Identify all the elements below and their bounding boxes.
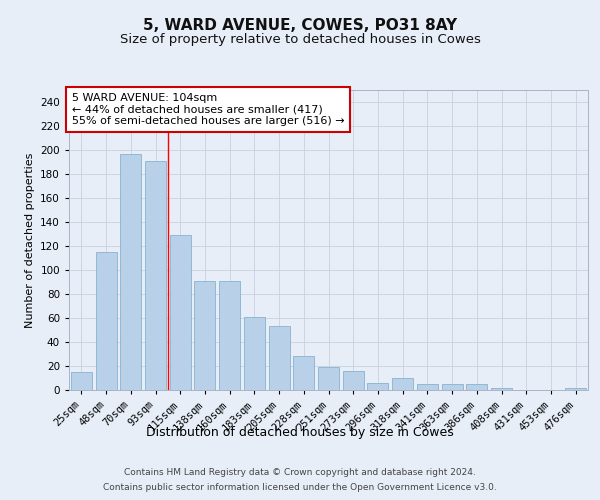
Bar [442, 384, 463, 390]
Text: 5, WARD AVENUE, COWES, PO31 8AY: 5, WARD AVENUE, COWES, PO31 8AY [143, 18, 457, 32]
Bar [269, 326, 290, 390]
Text: 5 WARD AVENUE: 104sqm
← 44% of detached houses are smaller (417)
55% of semi-det: 5 WARD AVENUE: 104sqm ← 44% of detached … [71, 93, 344, 126]
Bar [145, 161, 166, 390]
Text: Contains HM Land Registry data © Crown copyright and database right 2024.: Contains HM Land Registry data © Crown c… [124, 468, 476, 477]
Bar [95, 252, 116, 390]
Bar [466, 384, 487, 390]
Bar [417, 384, 438, 390]
Bar [194, 281, 215, 390]
Bar [367, 383, 388, 390]
Bar [219, 281, 240, 390]
Bar [244, 317, 265, 390]
Text: Contains public sector information licensed under the Open Government Licence v3: Contains public sector information licen… [103, 483, 497, 492]
Bar [343, 371, 364, 390]
Bar [565, 388, 586, 390]
Text: Distribution of detached houses by size in Cowes: Distribution of detached houses by size … [146, 426, 454, 439]
Bar [491, 388, 512, 390]
Bar [120, 154, 141, 390]
Bar [392, 378, 413, 390]
Y-axis label: Number of detached properties: Number of detached properties [25, 152, 35, 328]
Bar [170, 235, 191, 390]
Bar [318, 367, 339, 390]
Text: Size of property relative to detached houses in Cowes: Size of property relative to detached ho… [119, 32, 481, 46]
Bar [71, 372, 92, 390]
Bar [293, 356, 314, 390]
